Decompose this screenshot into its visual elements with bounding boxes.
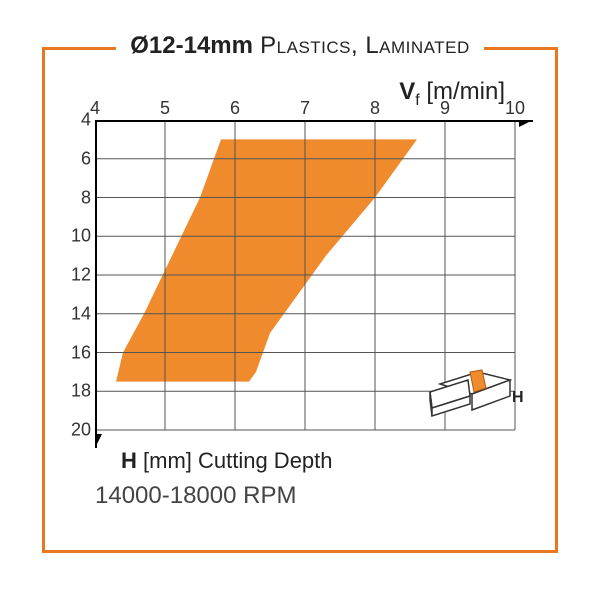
- x-tick: 9: [440, 98, 450, 119]
- y-tick: 6: [63, 148, 91, 169]
- x-axis-symbol: V: [399, 78, 415, 105]
- chart-plot: H: [95, 120, 535, 460]
- y-axis-arrow: [95, 434, 102, 448]
- title-rest: Plastics, Laminated: [253, 32, 470, 59]
- y-tick: 20: [63, 420, 91, 441]
- rpm-text: 14000-18000 RPM: [95, 482, 296, 510]
- feed-region: [116, 139, 417, 381]
- x-tick: 4: [90, 98, 100, 119]
- x-tick: 7: [300, 98, 310, 119]
- x-tick: 6: [230, 98, 240, 119]
- chart-frame: Ø12-14mm Plastics, Laminated Vf [m/min] …: [42, 47, 558, 553]
- cut-depth-icon: H: [430, 370, 524, 416]
- y-tick: 8: [63, 187, 91, 208]
- y-axis-symbol: H: [121, 448, 137, 473]
- y-tick: 14: [63, 303, 91, 324]
- x-tick: 5: [160, 98, 170, 119]
- y-tick: 16: [63, 342, 91, 363]
- title-bold: Ø12-14mm: [130, 32, 253, 59]
- x-tick: 8: [370, 98, 380, 119]
- x-tick: 10: [505, 98, 525, 119]
- y-axis-unit: [mm] Cutting Depth: [137, 448, 333, 473]
- y-axis-label: H [mm] Cutting Depth: [121, 448, 333, 474]
- y-tick: 12: [63, 265, 91, 286]
- chart-title: Ø12-14mm Plastics, Laminated: [45, 32, 555, 60]
- x-axis-unit: [m/min]: [420, 78, 505, 105]
- x-axis-label: Vf [m/min]: [399, 78, 505, 110]
- y-tick: 10: [63, 226, 91, 247]
- y-tick: 18: [63, 381, 91, 402]
- icon-h-label: H: [512, 389, 524, 406]
- y-tick: 4: [63, 110, 91, 131]
